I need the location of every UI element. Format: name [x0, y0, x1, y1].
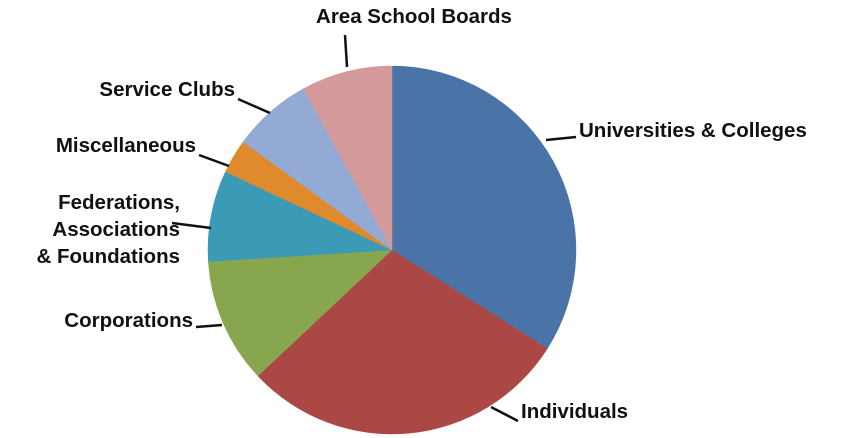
- leader-line-area-school-boards: [343, 34, 349, 68]
- slice-label-universities-colleges: Universities & Colleges: [579, 119, 807, 142]
- pie-slice-federations-associations-foundations: [207, 171, 393, 262]
- slice-label-corporations: Corporations: [64, 309, 193, 332]
- slice-label-federations-associations-foundations: Federations, Associations & Foundations: [37, 191, 180, 268]
- slices-layer: [207, 65, 577, 435]
- slice-label-miscellaneous: Miscellaneous: [56, 134, 196, 157]
- leader-line-miscellaneous: [198, 153, 230, 168]
- leader-lines-layer: [171, 34, 577, 423]
- pie-slice-area-school-boards: [303, 65, 393, 251]
- pie-slice-corporations: [208, 249, 393, 377]
- leader-line-service-clubs: [237, 97, 271, 115]
- slice-label-area-school-boards: Area School Boards: [316, 5, 512, 28]
- leader-line-individuals: [490, 405, 519, 423]
- labels-layer: Universities & Colleges Individuals Corpor…: [37, 5, 807, 423]
- slice-label-service-clubs: Service Clubs: [99, 78, 235, 101]
- slice-label-individuals: Individuals: [521, 400, 628, 423]
- leader-line-universities-colleges: [545, 135, 577, 142]
- leader-line-corporations: [195, 323, 223, 329]
- pie-slice-individuals: [257, 249, 548, 435]
- leader-line-federations-associations-foundations: [171, 221, 212, 230]
- pie-slice-universities-colleges: [391, 65, 577, 349]
